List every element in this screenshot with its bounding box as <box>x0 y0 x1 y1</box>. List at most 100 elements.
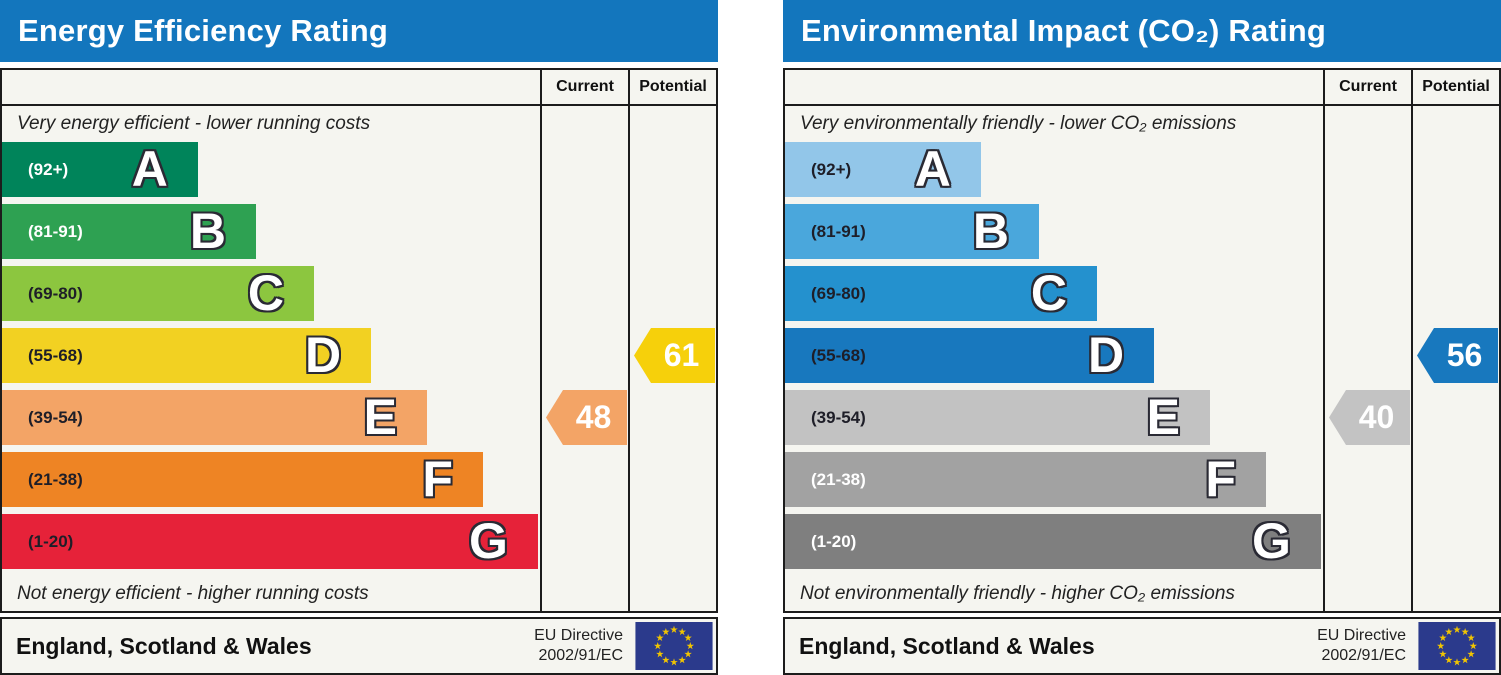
co2-current-cell: 40 <box>1323 390 1411 452</box>
co2-bottom-note: Not environmentally friendly - higher CO… <box>800 582 1235 604</box>
co2-rating-table: Current Potential Very environmentally f… <box>783 68 1501 613</box>
co2-current-cell <box>1323 576 1411 611</box>
energy-current-cell <box>540 204 628 266</box>
band-row-e: (39-54) E <box>2 388 540 452</box>
band-range-c: (69-80) <box>811 283 866 303</box>
energy-potential-cell <box>628 142 716 204</box>
eu-directive-line2: 2002/91/EC <box>1321 647 1406 664</box>
eu-directive-line2: 2002/91/EC <box>538 647 623 664</box>
energy-potential-cell <box>628 452 716 514</box>
co2-potential-cell <box>1411 390 1499 452</box>
band-letter-d: D <box>1087 326 1126 384</box>
energy-current-cell <box>540 266 628 328</box>
band-bar-a: (92+) A <box>785 140 981 198</box>
energy-current-cell <box>540 452 628 514</box>
current-rating-value: 40 <box>1358 399 1395 435</box>
co2-current-header: Current <box>1323 70 1411 106</box>
band-range-g: (1-20) <box>28 531 74 551</box>
band-bar-f: (21-38) F <box>785 450 1266 508</box>
co2-current-cell <box>1323 452 1411 514</box>
current-rating-arrow: 48 <box>546 390 627 445</box>
co2-potential-cell <box>1411 204 1499 266</box>
band-bar-g: (1-20) G <box>785 512 1321 570</box>
band-letter-e: E <box>1145 388 1181 446</box>
co2-potential-cell <box>1411 266 1499 328</box>
band-range-b: (81-91) <box>28 221 83 241</box>
band-row-g: (1-20) G <box>785 512 1323 576</box>
current-rating-value: 48 <box>575 399 612 435</box>
current-rating-arrow: 40 <box>1329 390 1410 445</box>
co2-header-spacer <box>785 70 1323 106</box>
environmental-impact-chart: Environmental Impact (CO₂) Rating Curren… <box>783 0 1501 675</box>
co2-potential-cell <box>1411 142 1499 204</box>
co2-current-cell <box>1323 266 1411 328</box>
co2-potential-header: Potential <box>1411 70 1499 106</box>
band-row-b: (81-91) B <box>785 202 1323 266</box>
band-row-d: (55-68) D <box>2 326 540 390</box>
band-range-e: (39-54) <box>811 407 866 427</box>
region-label: England, Scotland & Wales <box>799 632 1095 659</box>
band-letter-e: E <box>362 388 398 446</box>
potential-rating-value: 61 <box>663 337 700 373</box>
band-bar-c: (69-80) C <box>2 264 315 322</box>
band-letter-f: F <box>1204 450 1237 508</box>
band-range-d: (55-68) <box>811 345 866 365</box>
energy-potential-cell <box>628 266 716 328</box>
eu-directive-label: EU Directive 2002/91/EC <box>1317 626 1406 666</box>
band-bar-f: (21-38) F <box>2 450 483 508</box>
co2-current-cell <box>1323 514 1411 576</box>
band-row-c: (69-80) C <box>785 264 1323 328</box>
band-range-a: (92+) <box>28 159 69 179</box>
energy-potential-cell <box>628 576 716 611</box>
co2-top-note: Very environmentally friendly - lower CO… <box>800 113 1237 134</box>
band-range-d: (55-68) <box>28 345 83 365</box>
band-bar-b: (81-91) B <box>2 202 256 260</box>
energy-chart-title: Energy Efficiency Rating <box>18 13 389 48</box>
band-bar-e: (39-54) E <box>2 388 428 446</box>
energy-chart-footer: England, Scotland & Wales EU Directive 2… <box>0 617 718 675</box>
energy-potential-cell: 61 <box>628 328 716 390</box>
co2-current-cell <box>1323 142 1411 204</box>
band-letter-a: A <box>130 140 169 198</box>
band-bar-b: (81-91) B <box>785 202 1039 260</box>
co2-potential-cell <box>1411 452 1499 514</box>
band-range-b: (81-91) <box>811 221 866 241</box>
band-bar-g: (1-20) G <box>2 512 538 570</box>
eu-directive-line1: EU Directive <box>534 627 623 644</box>
energy-efficiency-chart: Energy Efficiency Rating Current Potenti… <box>0 0 718 675</box>
co2-potential-cell <box>1411 576 1499 611</box>
eu-flag-icon <box>635 622 713 670</box>
co2-chart-title: Environmental Impact (CO₂) Rating <box>801 13 1327 48</box>
band-letter-g: G <box>1251 512 1292 570</box>
energy-potential-cell <box>628 390 716 452</box>
co2-potential-cell <box>1411 514 1499 576</box>
band-range-c: (69-80) <box>28 283 83 303</box>
band-letter-b: B <box>189 202 228 260</box>
eu-directive-label: EU Directive 2002/91/EC <box>534 626 623 666</box>
energy-current-cell <box>540 514 628 576</box>
potential-rating-arrow: 61 <box>634 328 715 383</box>
band-bar-a: (92+) A <box>2 140 198 198</box>
band-bar-e: (39-54) E <box>785 388 1211 446</box>
band-letter-g: G <box>468 512 509 570</box>
band-letter-a: A <box>913 140 952 198</box>
energy-current-header: Current <box>540 70 628 106</box>
energy-potential-header: Potential <box>628 70 716 106</box>
band-bar-d: (55-68) D <box>2 326 372 384</box>
band-letter-c: C <box>247 264 286 322</box>
band-letter-b: B <box>972 202 1011 260</box>
eu-flag-icon <box>1418 622 1496 670</box>
band-letter-c: C <box>1030 264 1069 322</box>
band-row-a: (92+) A <box>2 140 540 204</box>
band-range-g: (1-20) <box>811 531 857 551</box>
band-letter-f: F <box>421 450 454 508</box>
band-bar-d: (55-68) D <box>785 326 1155 384</box>
co2-chart-title-bar: Environmental Impact (CO₂) Rating <box>783 0 1501 62</box>
eu-directive-line1: EU Directive <box>1317 627 1406 644</box>
band-row-d: (55-68) D <box>785 326 1323 390</box>
band-row-a: (92+) A <box>785 140 1323 204</box>
co2-potential-cell <box>1411 106 1499 142</box>
energy-current-cell: 48 <box>540 390 628 452</box>
energy-current-cell <box>540 328 628 390</box>
